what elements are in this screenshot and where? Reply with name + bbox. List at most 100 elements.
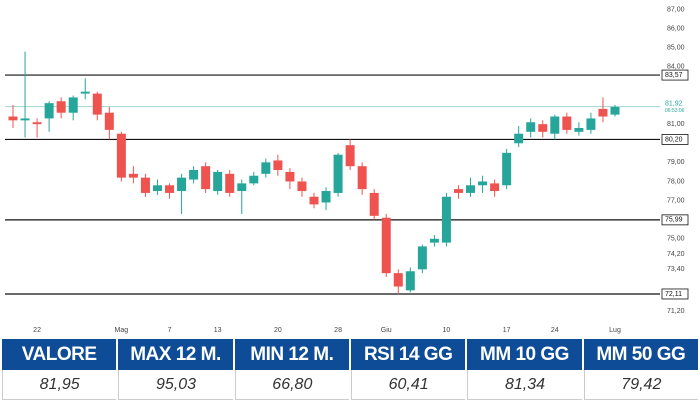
last-price-label: 81,92 xyxy=(665,100,683,107)
candle-body xyxy=(261,162,271,174)
candle-body xyxy=(453,189,463,193)
value-cell: 81,95 xyxy=(2,370,117,400)
y-tick-label: 71,20 xyxy=(667,308,685,315)
header-cell: RSI 14 GG xyxy=(350,339,466,370)
candle-body xyxy=(345,145,355,167)
header-cell: MAX 12 M. xyxy=(118,339,233,370)
candle-body xyxy=(393,273,403,287)
x-tick-label: 10 xyxy=(443,327,451,334)
candle-body xyxy=(285,171,295,182)
candle-body xyxy=(297,181,307,192)
level-box xyxy=(661,214,689,226)
y-tick-label: 86,00 xyxy=(667,25,685,32)
candle-body xyxy=(116,133,126,178)
value-cell: 66,80 xyxy=(234,370,349,400)
candle-body xyxy=(574,127,584,132)
candle-body xyxy=(538,124,548,132)
candle-body xyxy=(357,166,367,190)
candle-body xyxy=(478,181,488,186)
header-cell: VALORE xyxy=(2,339,117,370)
x-tick-label: Mag xyxy=(115,327,129,334)
level-box xyxy=(661,134,689,145)
candle-body xyxy=(610,106,620,115)
candle-body xyxy=(177,177,187,192)
value-row: 81,95 95,03 66,80 60,41 81,34 79,42 xyxy=(2,370,698,400)
candle-body xyxy=(526,122,536,132)
y-tick-label: 87,00 xyxy=(667,6,685,13)
header-cell: MIN 12 M. xyxy=(234,339,349,370)
candle-body xyxy=(20,118,30,121)
value-cell: 81,34 xyxy=(467,370,582,400)
candle-body xyxy=(309,196,319,205)
candle-body xyxy=(8,116,18,121)
candle-body xyxy=(201,166,211,190)
y-tick-label: 81,00 xyxy=(667,121,685,128)
header-cell: MM 10 GG xyxy=(467,339,582,370)
x-tick-label: 17 xyxy=(503,327,511,334)
stats-table: VALORE MAX 12 M. MIN 12 M. RSI 14 GG MM 10 G… xyxy=(0,339,700,400)
candle-body xyxy=(273,160,283,171)
candle-body xyxy=(441,196,451,243)
candle-body xyxy=(44,103,54,119)
x-tick-label: Lug xyxy=(609,327,621,334)
candle-body xyxy=(586,118,596,130)
candle-body xyxy=(405,271,415,291)
value-cell: 79,42 xyxy=(583,370,698,400)
header-cell: MM 50 GG xyxy=(583,339,698,370)
candle-body xyxy=(562,116,572,130)
y-tick-label: 78,00 xyxy=(667,178,685,185)
x-tick-label: Giu xyxy=(381,327,392,334)
candle-body xyxy=(369,192,379,216)
x-tick-label: 20 xyxy=(274,327,282,334)
candle-body xyxy=(92,93,102,115)
candle-body xyxy=(381,217,391,274)
value-cell: 60,41 xyxy=(350,370,466,400)
y-tick-label: 77,00 xyxy=(667,197,685,204)
x-tick-label: 22 xyxy=(33,327,41,334)
level-label: 75,99 xyxy=(665,217,683,224)
candle-body xyxy=(165,185,175,193)
last-price-countdown: 06:53:06 xyxy=(665,108,685,114)
level-label: 83,57 xyxy=(665,72,683,79)
candle-body xyxy=(213,171,223,192)
y-tick-label: 75,00 xyxy=(667,236,685,243)
candle-body xyxy=(598,108,608,117)
candle-body xyxy=(466,185,476,193)
candle-body xyxy=(140,177,150,193)
y-tick-label: 79,00 xyxy=(667,159,685,166)
candle-body xyxy=(128,173,138,178)
x-tick-label: 13 xyxy=(214,327,222,334)
chart: 87,00 86,00 85,00 84,00 81,00 79,00 78,00 77,00… xyxy=(5,6,692,334)
level-box xyxy=(661,288,689,300)
y-tick-label: 84,00 xyxy=(667,64,685,71)
candle-body xyxy=(514,133,524,144)
header-row: VALORE MAX 12 M. MIN 12 M. RSI 14 GG MM 10 G… xyxy=(2,339,698,370)
level-label: 80,20 xyxy=(665,136,683,143)
candle-body xyxy=(225,173,235,193)
candle-body xyxy=(32,122,42,125)
candle-body xyxy=(237,183,247,192)
level-box xyxy=(661,69,689,81)
last-price-box xyxy=(662,99,692,115)
x-tick-label: 7 xyxy=(168,327,172,334)
y-tick-label: 74,20 xyxy=(667,251,685,258)
candle-body xyxy=(152,185,162,192)
candle-body xyxy=(80,91,90,94)
candle-body xyxy=(56,101,66,113)
candle-body xyxy=(417,246,427,270)
candle-body xyxy=(104,112,114,130)
level-label: 72,11 xyxy=(665,291,682,298)
candle-body xyxy=(490,183,500,192)
candle-body xyxy=(550,116,560,134)
candle-body xyxy=(321,191,331,203)
candle-body xyxy=(429,238,439,243)
y-tick-label: 73,40 xyxy=(667,266,685,273)
value-cell: 95,03 xyxy=(118,370,233,400)
candle-body xyxy=(502,152,512,186)
candle-body xyxy=(189,170,199,180)
candle-body xyxy=(68,97,78,113)
y-tick-label: 85,00 xyxy=(667,45,685,52)
x-tick-label: 28 xyxy=(334,327,342,334)
candle-body xyxy=(249,175,259,184)
